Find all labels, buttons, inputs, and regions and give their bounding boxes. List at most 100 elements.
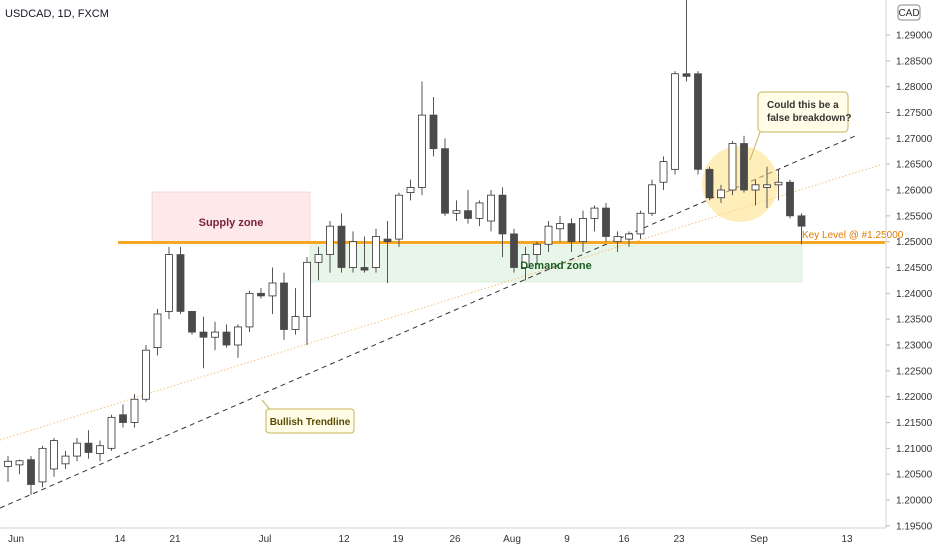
bullish-candle [4,460,12,467]
time-tick-label: 14 [114,534,126,545]
bearish-candle [740,143,748,191]
bearish-candle [705,168,714,199]
bullish-candle [613,236,622,243]
bearish-candle [337,225,346,268]
bullish-candle [521,254,530,268]
time-tick-label: 9 [564,534,570,545]
bearish-candle [602,207,610,237]
bearish-candle [199,331,208,338]
price-tick-label: 1.22500 [896,366,932,377]
bullish-candle [418,114,426,188]
time-axis-ticks: Jun 14 21 Jul 12 19 26 Aug 9 16 23 Sep 13 [8,534,853,545]
price-tick-label: 1.19500 [896,521,932,532]
bearish-candle [119,414,127,423]
breakdown-callout-line2: false breakdown? [767,113,851,124]
bullish-candle [130,398,139,423]
time-tick-label: Aug [503,534,521,545]
bearish-candle [797,215,806,227]
price-tick-label: 1.22000 [896,392,932,403]
bearish-candle [567,223,576,243]
time-tick-label: Sep [750,534,768,545]
bullish-candle [774,181,783,186]
demand-zone [309,244,803,283]
supply-zone-label: Supply zone [199,217,264,229]
bullish-candle [38,447,47,483]
bullish-candle [533,243,541,255]
price-tick-label: 1.23500 [896,315,932,326]
price-tick-label: 1.27500 [896,108,932,119]
time-tick-label: 21 [169,534,181,545]
bearish-candle [27,459,35,485]
bearish-candle [257,292,265,297]
bearish-candle [176,254,185,312]
bullish-candle [142,349,150,400]
bearish-candle [383,238,392,243]
bearish-candle [84,442,93,453]
demand-zone-label: Demand zone [520,260,592,272]
bearish-candle [786,181,794,217]
bullish-candle [326,225,334,255]
bearish-candle [360,267,369,271]
bullish-candle [15,460,24,466]
bearish-candle [464,210,472,219]
price-tick-label: 1.21500 [896,418,932,429]
price-tick-label: 1.26500 [896,160,932,171]
time-tick-label: 23 [673,534,685,545]
bullish-candle [636,212,645,235]
bullish-candle [61,455,70,465]
bullish-candle [452,210,461,214]
bullish-candle [763,184,771,188]
bullish-candle [556,223,564,230]
bullish-candle [487,194,495,222]
currency-badge[interactable] [897,4,921,21]
price-tick-label: 1.27000 [896,134,932,145]
breakdown-callout-line1: Could this be a [767,100,839,111]
bullish-candle [590,207,599,219]
bullish-candle [268,282,277,297]
bullish-candle [751,184,760,191]
bullish-candle [96,445,104,454]
breakdown-callout-box [757,91,849,133]
time-tick-label: 13 [841,534,853,545]
bullish-candle [544,225,553,245]
price-tick-label: 1.21000 [896,444,932,455]
bullish-candle [671,73,679,170]
bullish-candle [303,261,311,317]
price-tick-label: 1.20000 [896,496,932,507]
time-tick-label: 19 [392,534,404,545]
bullish-candle [211,331,219,338]
bullish-candle [728,143,737,191]
supply-zone [151,191,311,243]
trendline-callout-box [265,408,355,434]
bullish-candle [234,326,242,346]
bearish-candle [222,331,231,346]
time-tick-label: 12 [338,534,350,545]
price-axis-ticks: 1.29000 1.28500 1.28000 1.27500 1.27000 1.265… [886,31,932,532]
trendline-callout-text: Bullish Trendline [270,417,351,428]
bullish-candle [395,194,403,240]
bullish-candle [372,236,380,268]
price-tick-label: 1.25500 [896,211,932,222]
bearish-candle [694,73,702,170]
key-level-label: Key Level @ #1.25000 [802,230,904,241]
bullish-candle [50,440,58,470]
price-tick-label: 1.26000 [896,186,932,197]
price-tick-label: 1.29000 [896,31,932,42]
bullish-candle [314,254,323,263]
breakdown-callout-pointer [749,131,761,161]
bearish-candle [510,233,518,268]
bearish-candle [498,194,507,235]
time-tick-label: Jun [8,534,24,545]
price-tick-label: 1.28500 [896,56,932,67]
currency-badge-label: CAD [898,8,919,19]
bullish-candle [648,184,656,214]
bearish-candle [429,114,438,150]
bullish-candle [625,233,633,240]
bullish-candle [349,241,357,268]
price-tick-label: 1.24000 [896,289,932,300]
bearish-candle [441,148,449,214]
bearish-candle [682,73,691,77]
candles-group [4,0,806,495]
bullish-candle [579,218,587,243]
